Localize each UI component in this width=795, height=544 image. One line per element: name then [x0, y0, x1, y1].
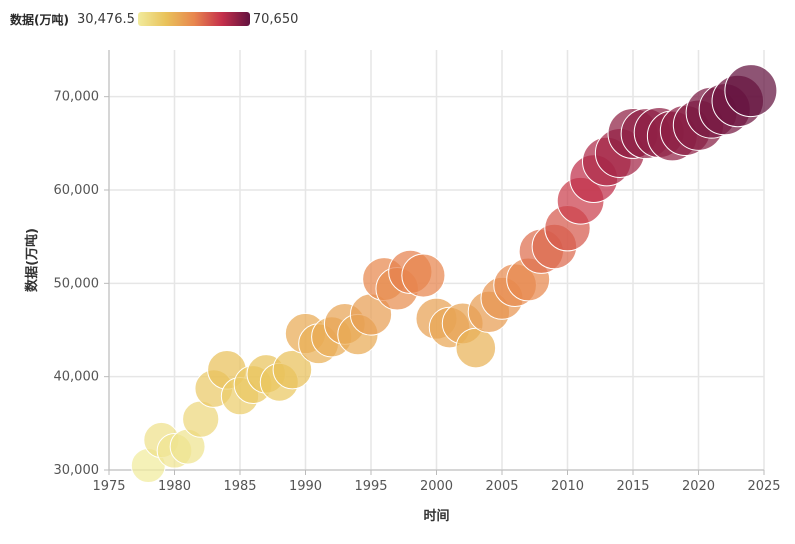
legend-color-bar — [137, 12, 250, 26]
legend-min-label: 30,476.5 — [76, 11, 135, 27]
y-tick-label: 60,000 — [54, 183, 100, 198]
data-points — [130, 64, 778, 484]
x-axis: 1975 1980 1985 1990 1995 2000 2005 2010 2015 2020… — [92, 469, 781, 494]
y-tick-label: 50,000 — [54, 276, 100, 291]
x-tick-label: 1980 — [158, 479, 191, 494]
x-tick-label: 1995 — [354, 479, 387, 494]
legend-max-label: 70,650 — [252, 11, 299, 27]
x-tick-label: 1975 — [92, 479, 125, 494]
legend-title: 数据(万吨) — [10, 12, 69, 27]
y-tick-label: 30,000 — [54, 463, 100, 478]
y-axis: 30,000 40,000 50,000 60,000 70,000 — [54, 50, 110, 478]
x-tick-label: 2010 — [551, 479, 584, 494]
y-tick-label: 40,000 — [54, 370, 100, 385]
color-legend: 数据(万吨) 30,476.5 70,650 — [10, 9, 298, 29]
data-point[interactable] — [401, 253, 446, 298]
data-point[interactable] — [455, 327, 497, 369]
x-tick-label: 1985 — [223, 479, 256, 494]
x-tick-label: 2005 — [485, 479, 518, 494]
x-tick-label: 1990 — [289, 479, 322, 494]
y-axis-title: 数据(万吨) — [24, 228, 40, 292]
x-tick-label: 2015 — [616, 479, 649, 494]
x-tick-label: 2025 — [747, 479, 780, 494]
y-tick-label: 70,000 — [54, 90, 100, 105]
data-point[interactable] — [724, 64, 778, 118]
x-tick-label: 2020 — [682, 479, 715, 494]
x-tick-label: 2000 — [420, 479, 453, 494]
data-point[interactable] — [272, 349, 313, 390]
x-axis-title: 时间 — [423, 508, 449, 524]
